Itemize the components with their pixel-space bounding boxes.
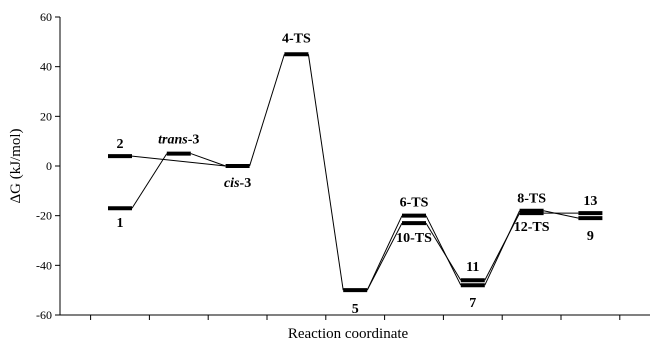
- connector-path-a: [543, 210, 579, 219]
- connector-path-a: [366, 215, 403, 291]
- state-label-9: 9: [587, 229, 594, 244]
- connector-path-b: [131, 155, 226, 167]
- connector-path-a: [190, 153, 226, 167]
- y-tick-label: 60: [40, 10, 52, 24]
- state-label-12-TS: 12-TS: [514, 220, 550, 235]
- state-label-6-TS: 6-TS: [400, 196, 429, 211]
- connector-path-a: [249, 54, 285, 167]
- state-label-13: 13: [583, 194, 597, 209]
- y-tick-label: 40: [40, 60, 52, 74]
- state-label-4-TS: 4-TS: [282, 31, 311, 46]
- connector-path-a: [484, 210, 521, 286]
- state-label-7: 7: [469, 296, 476, 311]
- energy-levels: [108, 52, 603, 293]
- state-label-2: 2: [117, 137, 124, 152]
- connector-path-c: [366, 222, 403, 291]
- state-label-suffix: -3: [188, 133, 200, 148]
- state-label-cis-3: cis-3: [224, 176, 251, 191]
- state-label-italic: cis: [224, 176, 240, 191]
- state-label-11: 11: [466, 260, 479, 275]
- y-ticks: 60 40 20 0 -20 -40 -60: [36, 10, 60, 322]
- state-label-trans-3: trans-3: [158, 133, 199, 148]
- connector-path-a: [131, 153, 168, 209]
- connector-path-a: [307, 54, 344, 291]
- state-label-suffix: -3: [240, 176, 252, 191]
- y-axis-label: ΔG (kJ/mol): [8, 128, 24, 203]
- connector-path-c: [425, 222, 462, 281]
- y-tick-label: -40: [36, 258, 52, 272]
- connector-path-c: [484, 212, 521, 281]
- y-tick-label: -20: [36, 209, 52, 223]
- state-label-10-TS: 10-TS: [396, 231, 432, 246]
- connector-path-a: [425, 215, 462, 286]
- state-label-8-TS: 8-TS: [517, 192, 546, 207]
- y-tick-label: 20: [40, 109, 52, 123]
- connector-lines: [131, 54, 579, 291]
- axes: [59, 17, 650, 316]
- x-axis-label: Reaction coordinate: [288, 326, 409, 342]
- state-label-1: 1: [117, 216, 124, 231]
- y-tick-label: -60: [36, 308, 52, 322]
- state-label-5: 5: [352, 302, 359, 317]
- state-labels: 12 trans-3cis-34-TS56-TS10-TS1178-TS12-TS…: [117, 31, 598, 317]
- y-tick-label: 0: [46, 159, 52, 173]
- x-ticks: [90, 315, 621, 320]
- state-label-italic: trans: [158, 133, 188, 148]
